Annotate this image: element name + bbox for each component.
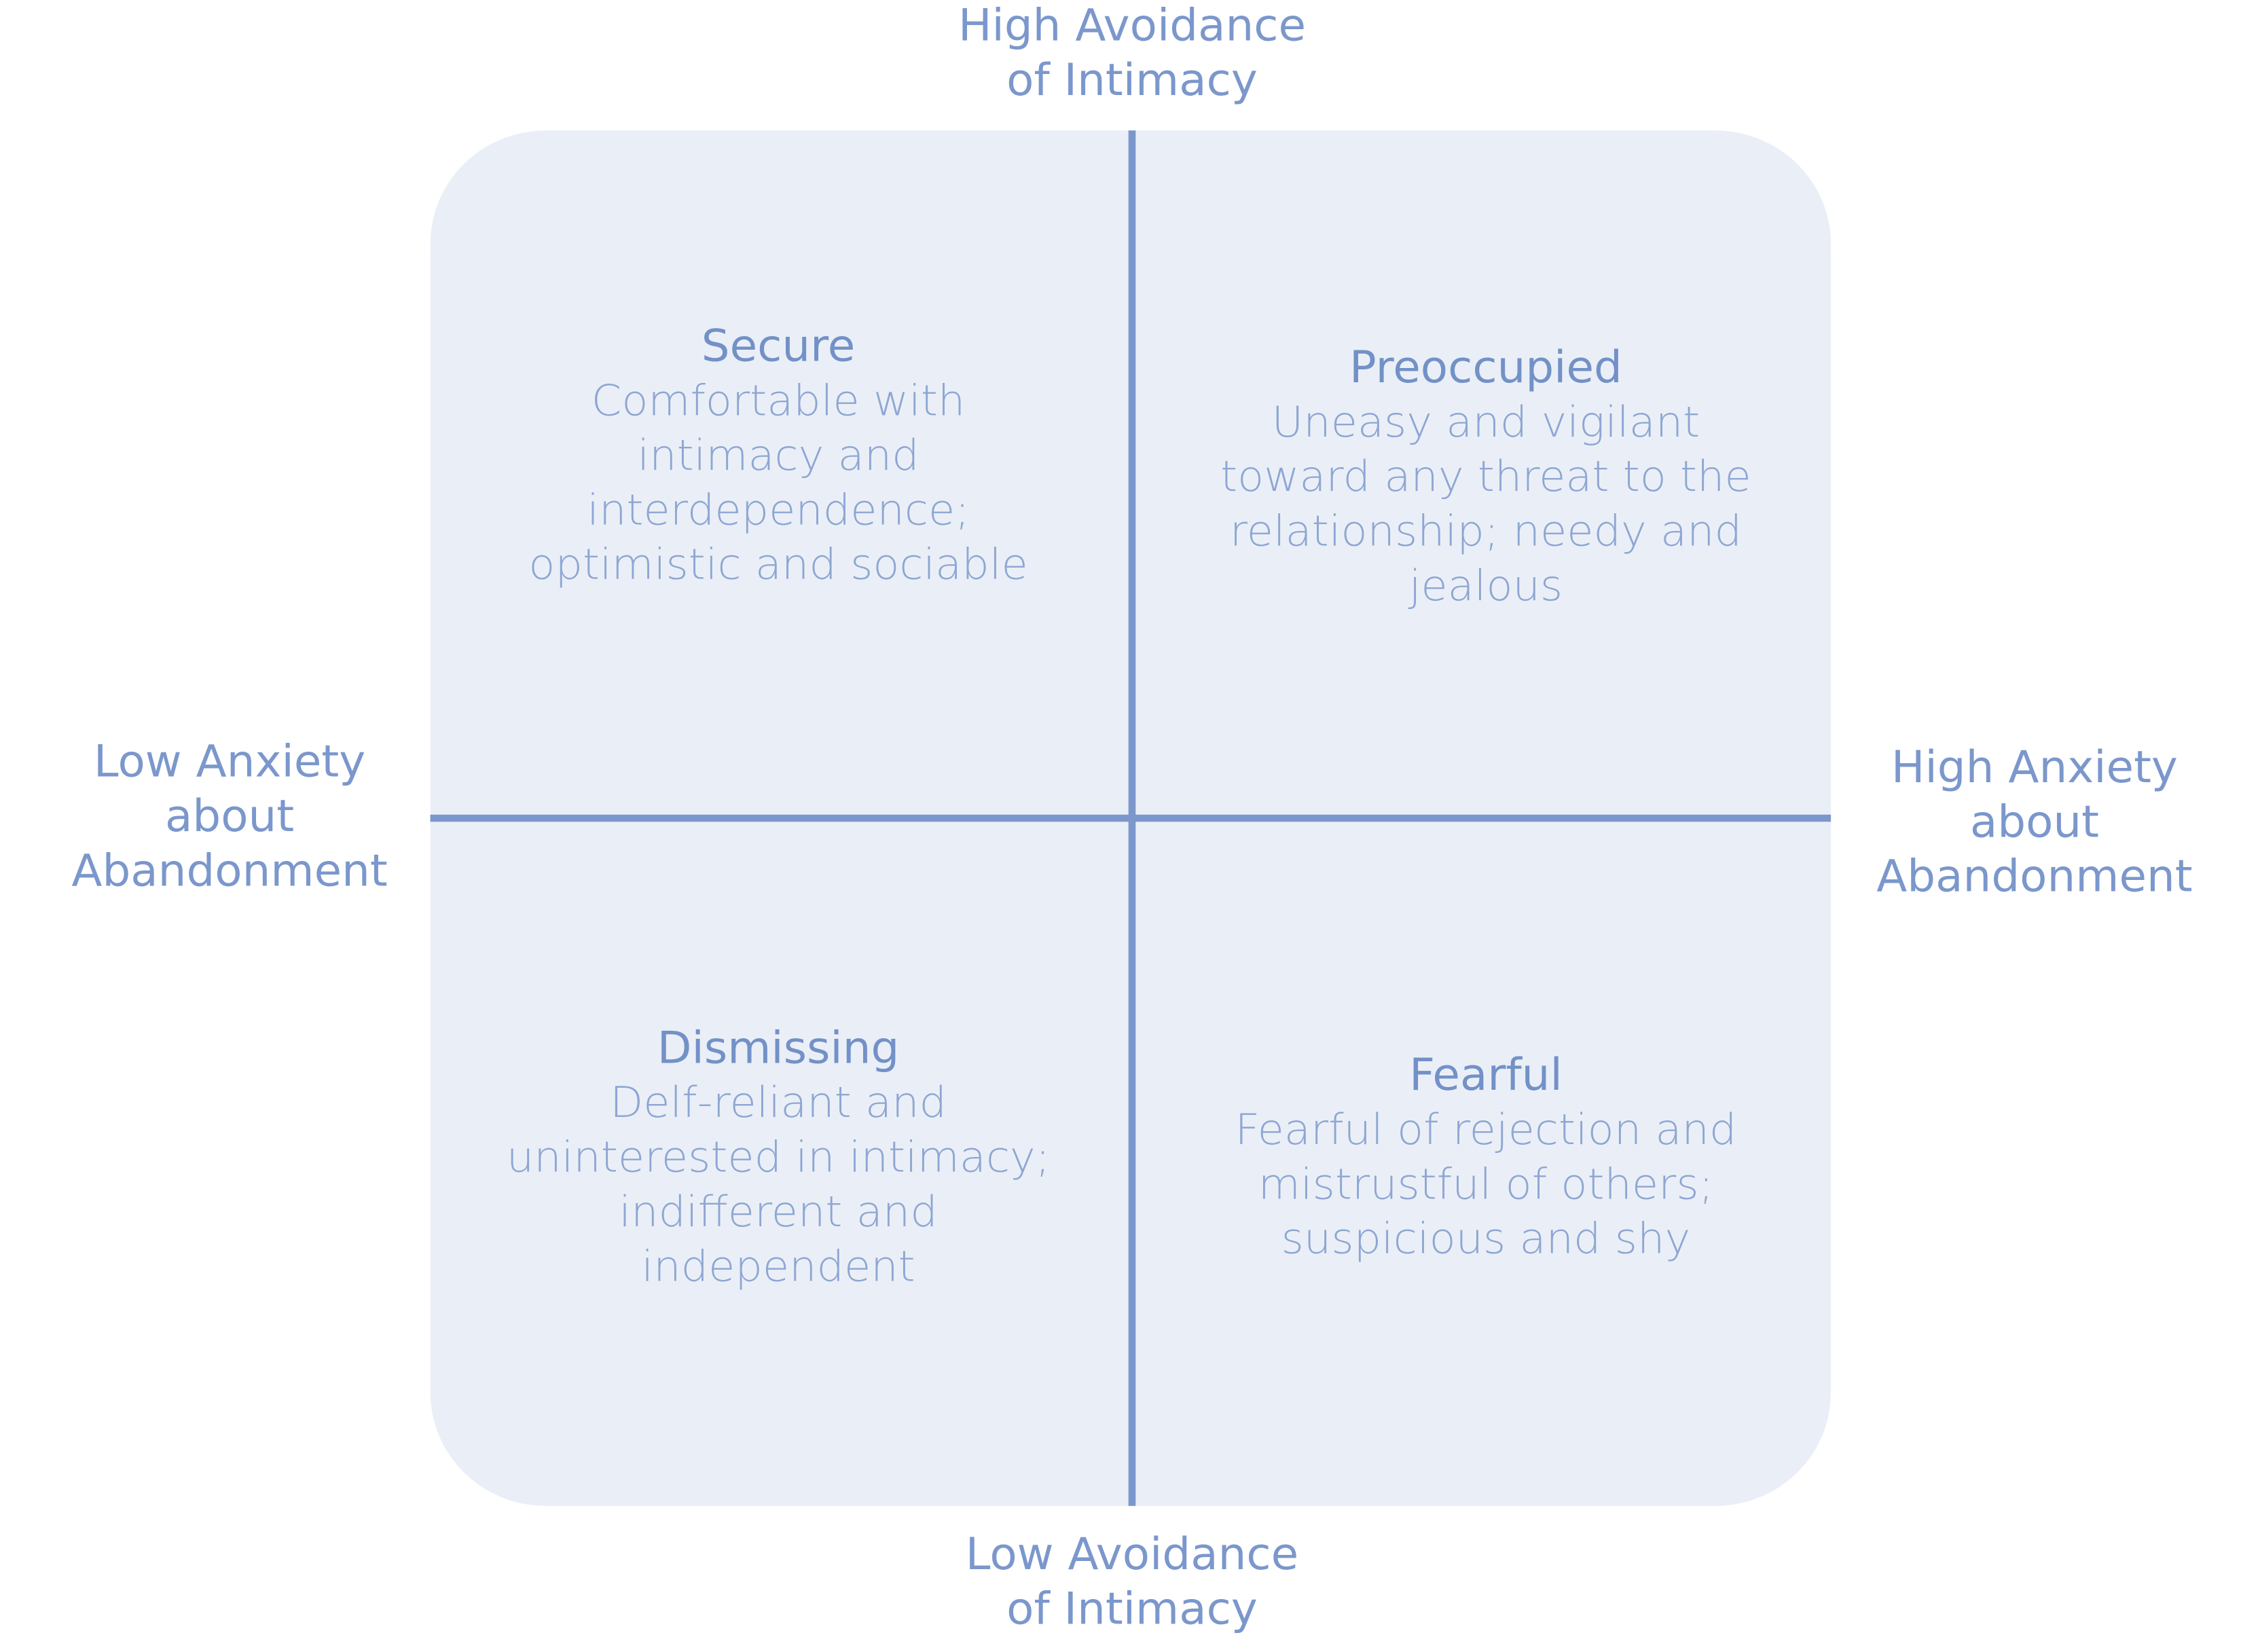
quadrant-description: Delf-reliant and <box>610 1078 947 1127</box>
quadrant-description: jealous <box>1408 561 1563 610</box>
quadrant-title: Fearful <box>1409 1050 1563 1101</box>
axis-label: Low Anxiety <box>94 736 365 787</box>
axis-label: of Intimacy <box>1006 1583 1258 1634</box>
quadrant-description: mistrustful of others; <box>1258 1159 1713 1209</box>
axis-label: of Intimacy <box>1006 55 1258 106</box>
axis-label: Low Avoidance <box>966 1529 1298 1580</box>
quadrant-description: indifferent and <box>619 1187 937 1236</box>
quadrant-description: suspicious and shy <box>1281 1213 1691 1263</box>
quadrant-title: Dismissing <box>657 1023 900 1073</box>
axis-label: Abandonment <box>71 845 387 896</box>
axis-label: about <box>165 790 294 841</box>
axis-label: High Avoidance <box>958 0 1306 51</box>
quadrant-description: toward any threat to the <box>1220 452 1751 501</box>
quadrant-description: Fearful of rejection and <box>1235 1104 1736 1154</box>
quadrant-description: independent <box>641 1241 915 1291</box>
axis-label: about <box>1970 796 2099 847</box>
axis-label: Abandonment <box>1876 851 2192 902</box>
quadrant-description: Uneasy and vigilant <box>1272 397 1700 446</box>
quadrant-description: intimacy and <box>637 430 919 479</box>
axis-label: High Anxiety <box>1891 741 2178 792</box>
quadrant-title: Secure <box>702 320 856 371</box>
quadrant-description: uninterested in intimacy; <box>507 1132 1050 1181</box>
quadrant-description: interdependence; <box>587 485 969 534</box>
quadrant-description: relationship; needy and <box>1230 506 1742 555</box>
quadrant-title: Preoccupied <box>1349 342 1622 393</box>
quadrant-description: Comfortable with <box>591 375 966 425</box>
quadrant-description: optimistic and sociable <box>528 539 1027 589</box>
